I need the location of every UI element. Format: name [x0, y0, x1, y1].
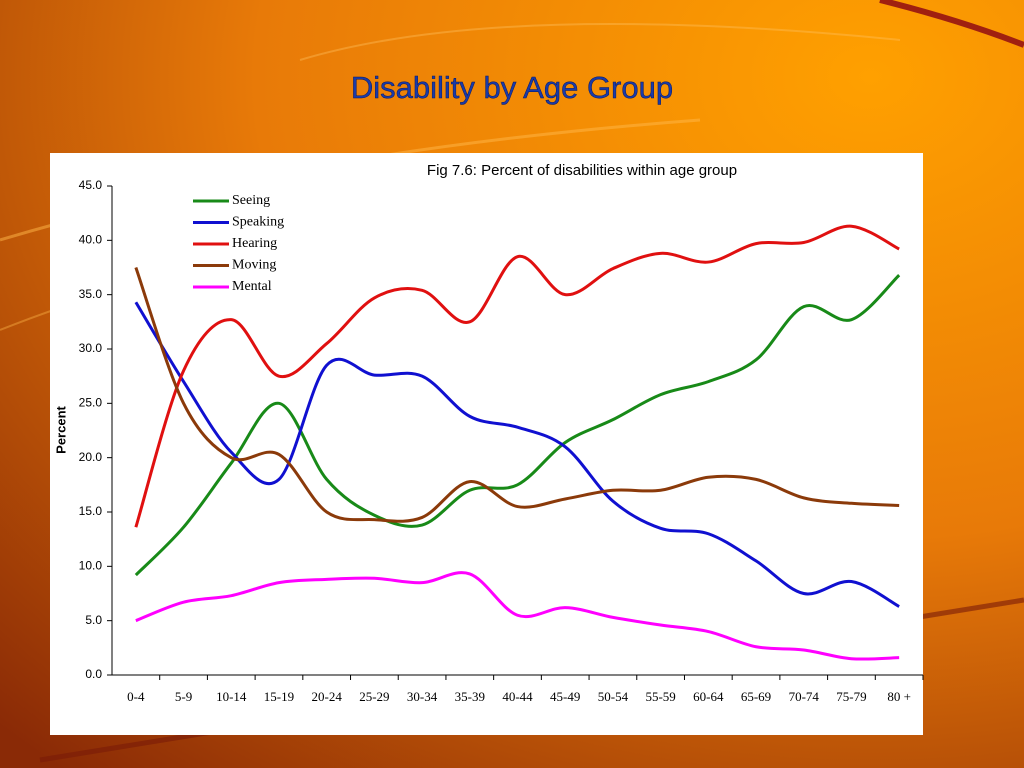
x-tick-label: 80 + [887, 689, 911, 704]
x-tick-label: 5-9 [175, 689, 192, 704]
x-tick-label: 65-69 [741, 689, 771, 704]
series-line [134, 224, 900, 528]
x-tick-label: 30-34 [407, 689, 438, 704]
slide-title: Disability by Age Group [351, 70, 673, 105]
x-tick-label: 20-24 [312, 689, 343, 704]
y-axis-label: Percent [53, 405, 68, 453]
chart-area [50, 153, 923, 735]
x-tick-label: 60-64 [693, 689, 724, 704]
x-tick-label: 70-74 [789, 689, 820, 704]
x-tick-label: 50-54 [598, 689, 629, 704]
x-tick-label: 75-79 [836, 689, 866, 704]
series-line [134, 274, 901, 577]
x-tick-label: 45-49 [550, 689, 580, 704]
series-line [134, 267, 900, 523]
x-tick-label: 0-4 [127, 689, 145, 704]
x-tick-label: 25-29 [359, 689, 389, 704]
legend-label: Speaking [232, 215, 284, 230]
y-tick-label: 30.0 [79, 341, 103, 355]
x-tick-label: 35-39 [455, 689, 485, 704]
series-line [134, 301, 900, 608]
chart-title: Fig 7.6: Percent of disabilities within … [427, 162, 737, 179]
y-tick-label: 15.0 [79, 504, 103, 518]
y-tick-label: 5.0 [85, 613, 102, 627]
x-tick-label: 55-59 [645, 689, 675, 704]
y-tick-label: 0.0 [85, 667, 102, 681]
legend-label: Hearing [232, 236, 277, 251]
legend-label: Seeing [232, 193, 270, 208]
y-tick-label: 45.0 [79, 178, 103, 192]
x-tick-label: 40-44 [502, 689, 533, 704]
legend-label: Moving [232, 258, 276, 273]
y-tick-label: 25.0 [79, 396, 103, 410]
x-tick-label: 10-14 [216, 689, 247, 704]
series-line [135, 571, 900, 661]
y-tick-label: 40.0 [79, 233, 103, 247]
y-tick-label: 10.0 [79, 559, 103, 573]
x-tick-label: 15-19 [264, 689, 294, 704]
y-tick-label: 35.0 [79, 287, 103, 301]
legend-label: Mental [232, 279, 272, 294]
y-tick-label: 20.0 [79, 450, 103, 464]
